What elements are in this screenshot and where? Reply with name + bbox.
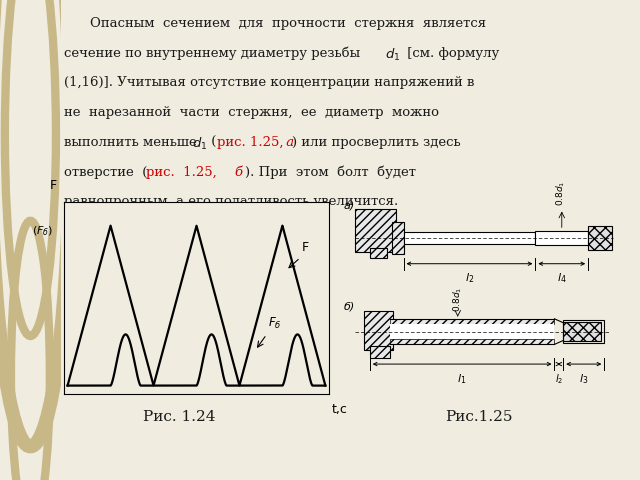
Text: ) или просверлить здесь: ) или просверлить здесь [292,136,460,149]
Text: $l_3$: $l_3$ [579,372,588,386]
Bar [364,311,393,350]
Text: F: F [50,179,57,192]
Bar [403,232,536,244]
Text: (1,16)]. Учитывая отсутствие концентрации напряжений в: (1,16)]. Учитывая отсутствие концентраци… [64,76,474,89]
Text: б: б [234,166,242,179]
Bar [370,347,390,358]
Text: ). При  этом  болт  будет: ). При этом болт будет [246,166,417,179]
Text: Рис. 1.24: Рис. 1.24 [143,410,216,424]
Text: равнопрочным, а его податливость увеличится.: равнопрочным, а его податливость увеличи… [64,195,398,208]
Bar [588,227,612,250]
Text: Опасным  сечением  для  прочности  стержня  является: Опасным сечением для прочности стержня я… [90,17,486,30]
Text: F: F [301,241,309,254]
Text: рис. 1.25,: рис. 1.25, [216,136,283,149]
Text: t,c: t,c [332,403,348,416]
Bar [536,231,588,245]
Text: не  нарезанной  части  стержня,  ее  диаметр  можно: не нарезанной части стержня, ее диаметр … [64,106,439,119]
Text: Рис.1.25: Рис.1.25 [445,410,513,424]
Text: отверстие  (: отверстие ( [64,166,147,179]
Text: $0.8d_1$: $0.8d_1$ [554,180,566,205]
Text: а): а) [344,201,355,211]
Bar [390,339,554,345]
Bar [563,322,602,341]
Text: $l_2$: $l_2$ [465,272,474,286]
Text: выполнить меньше: выполнить меньше [64,136,201,149]
Text: $l_4$: $l_4$ [557,272,566,286]
Text: рис.  1.25,: рис. 1.25, [147,166,226,179]
Text: сечение по внутреннему диаметру резьбы: сечение по внутреннему диаметру резьбы [64,47,364,60]
Text: $d_1$: $d_1$ [385,47,401,63]
Text: $d_1$: $d_1$ [192,136,207,152]
Bar [370,248,387,258]
Bar [390,319,554,324]
Text: $l_1$: $l_1$ [458,372,467,386]
Bar [355,209,396,252]
Text: $l_2$: $l_2$ [555,372,563,386]
Text: $F_б$: $F_б$ [268,316,282,331]
Bar [390,324,554,339]
Bar [563,320,604,343]
Text: [см. формулу: [см. формулу [403,47,499,60]
Text: б): б) [344,301,355,311]
Text: (: ( [207,136,216,149]
Text: $(F_б)$: $(F_б)$ [32,225,54,238]
Text: а: а [282,136,294,149]
Bar [392,222,403,254]
Text: $0.8d_1$: $0.8d_1$ [451,287,464,312]
